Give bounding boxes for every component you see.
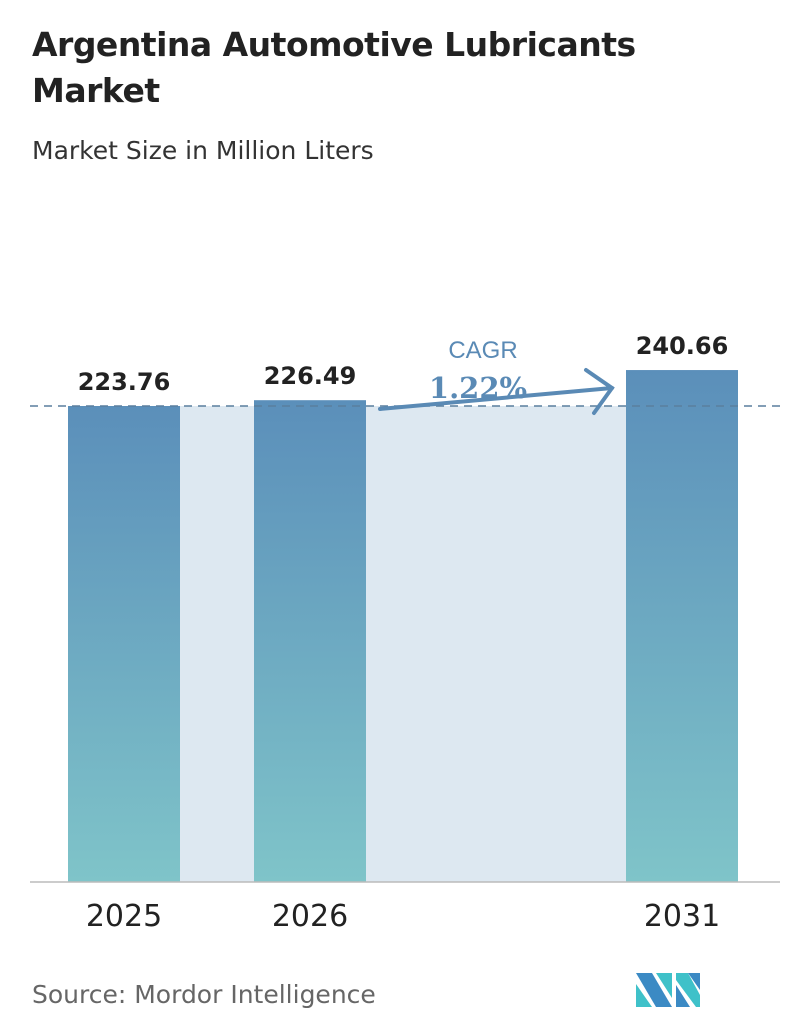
bar-2025 [68,406,180,882]
cagr-label: CAGR [448,337,517,364]
source-text: Source: Mordor Intelligence [32,980,376,1009]
x-tick-label-2026: 2026 [272,899,348,934]
cagr-arrow-icon [378,368,615,415]
x-tick-label-2031: 2031 [644,899,720,934]
data-label-2025: 223.76 [78,368,171,396]
data-label-2031: 240.66 [636,332,729,360]
bar-2026 [254,400,366,882]
bar-2031 [626,370,738,882]
data-label-2026: 226.49 [264,362,357,390]
chart-title: Argentina Automotive Lubricants Market [32,25,636,110]
x-tick-label-2025: 2025 [86,899,162,934]
chart-subtitle: Market Size in Million Liters [32,136,374,165]
background-band [180,406,626,882]
